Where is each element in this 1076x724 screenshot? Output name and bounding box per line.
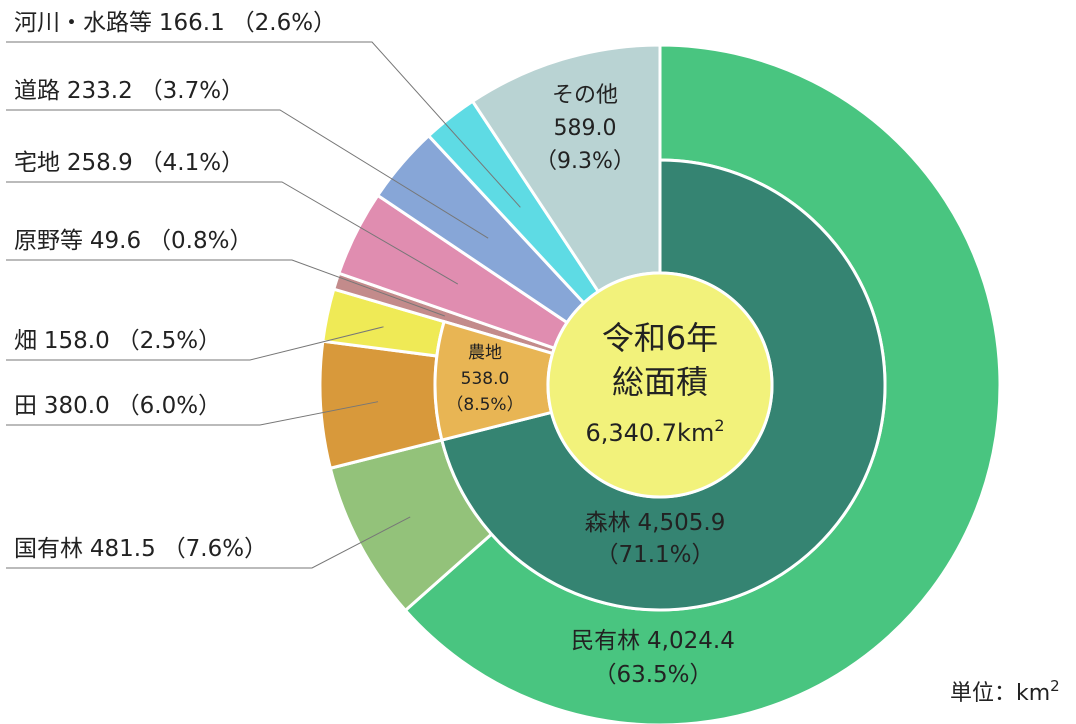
leader-line: [6, 109, 489, 239]
label-part: 田: [14, 393, 37, 419]
segment-label: 河川・水路等 166.1 （2.6%）: [14, 10, 336, 36]
label-part: 158.0: [44, 328, 110, 354]
leader-line: [6, 41, 521, 208]
total-label: 6,340.7km: [585, 419, 714, 447]
leader-line: [6, 181, 459, 285]
label-part: （0.8%）: [148, 228, 252, 254]
label-part: 380.0: [44, 393, 110, 419]
label-part: （9.3%）: [535, 149, 635, 174]
label-part: 166.1: [159, 10, 225, 36]
label-part: 589.0: [554, 116, 617, 141]
label-part: 4,505.9: [638, 510, 726, 536]
label-part: 民有林: [571, 628, 640, 654]
label-part: 畑: [14, 328, 37, 354]
segment-label: 国有林 481.5 （7.6%）: [14, 536, 267, 562]
unit-text: 単位：km: [950, 681, 1050, 706]
label-part: 4,024.4: [647, 628, 735, 654]
segment-label: 原野等 49.6 （0.8%）: [14, 228, 252, 254]
label-part: 宅地: [14, 150, 60, 176]
segment-label: 宅地 258.9 （4.1%）: [14, 150, 244, 176]
label-part: 538.0: [461, 369, 510, 389]
label-part: 河川・水路等: [14, 10, 152, 36]
segment-label: 道路 233.2 （3.7%）: [14, 78, 244, 104]
label-part: （6.0%）: [117, 393, 221, 419]
segment-label: 畑 158.0 （2.5%）: [14, 328, 221, 354]
label-part: （8.5%）: [446, 395, 523, 415]
label-part: その他: [552, 83, 618, 108]
label-part: （2.5%）: [117, 328, 221, 354]
label-part: （71.1%）: [595, 542, 714, 568]
leader-line: [6, 516, 411, 569]
leader-line: [6, 326, 384, 361]
segment-label: 農地 538.0 （8.5%）: [446, 343, 523, 415]
segment-label: その他 589.0 （9.3%）: [535, 83, 635, 174]
segment-label: 田 380.0 （6.0%）: [14, 393, 221, 419]
arcs: [318, 43, 1002, 724]
label-part: 農地: [468, 343, 502, 363]
label-part: （7.6%）: [163, 536, 267, 562]
total-sup: 2: [714, 416, 724, 435]
label-part: 原野等: [14, 228, 83, 254]
center-disc: [546, 271, 774, 499]
label-part: （4.1%）: [140, 150, 244, 176]
label-part: 258.9: [67, 150, 133, 176]
label-part: 49.6: [90, 228, 141, 254]
leader-line: [6, 401, 379, 426]
label-part: （2.6%）: [232, 10, 336, 36]
label-part: 481.5: [90, 536, 156, 562]
leader-line: [6, 259, 445, 317]
unit-label: 単位：km2: [950, 677, 1060, 706]
unit-sup: 2: [1050, 677, 1060, 695]
label-part: 森林: [585, 510, 631, 536]
label-part: （63.5%）: [593, 662, 712, 688]
segment-label: 民有林 4,024.4 （63.5%）: [571, 628, 735, 688]
label-part: 国有林: [14, 536, 83, 562]
center-total: 6,340.7km2: [585, 416, 724, 447]
label-part: 233.2: [67, 78, 133, 104]
segment-label: 森林 4,505.9 （71.1%）: [585, 510, 726, 568]
center-year: 令和6年: [602, 319, 718, 357]
label-part: （3.7%）: [140, 78, 244, 104]
label-part: 道路: [14, 78, 60, 104]
center-title: 総面積: [612, 363, 708, 401]
